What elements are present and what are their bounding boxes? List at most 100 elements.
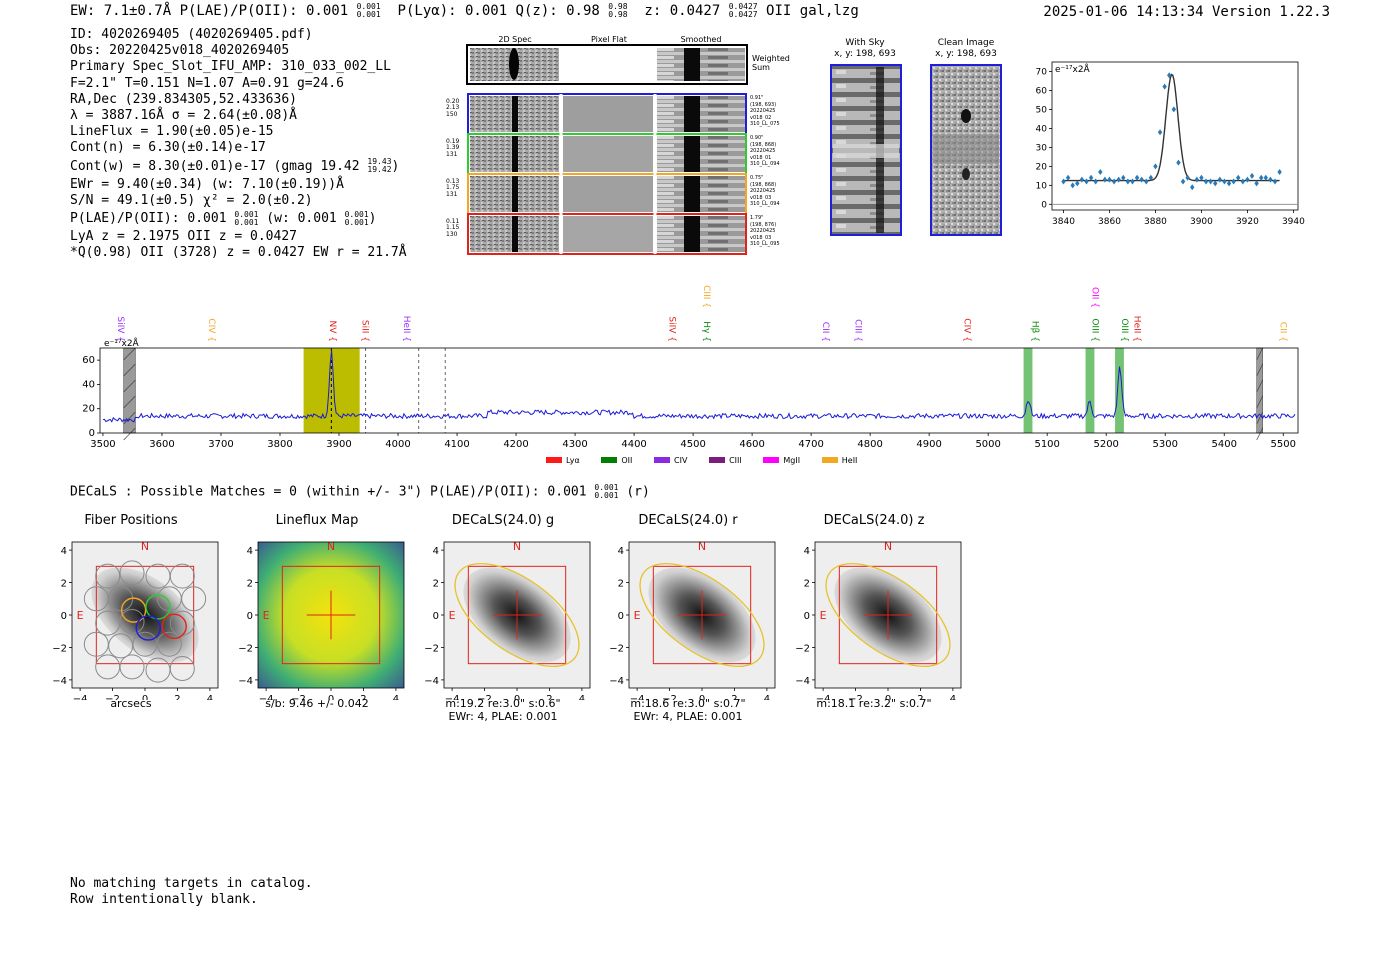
row2-right-values: 0.90" (198, 868) 20220425 v018_01 310_LL_094: [750, 135, 780, 168]
spectrum-hatch-line: [1256, 427, 1263, 441]
zoom-xtick-label: 3840: [1052, 217, 1075, 227]
row3-left-values: 0.13 1.75 131: [446, 178, 460, 198]
info-fiber-stats: F=2.1" T=0.151 N=1.07 A=0.91 g=24.6: [70, 75, 344, 91]
panel-xtick-label: 2: [546, 694, 552, 700]
panel-ytick-label: 2: [61, 579, 67, 590]
summary-z: z: 0.0427: [644, 3, 721, 19]
zoom-xtick-label: 3920: [1236, 217, 1259, 227]
spectrum-xtick-label: 4700: [798, 439, 823, 450]
decals-panel-1: Fiber Positions N E −4 −4 −2 −2 0 0 2 2 4 4 arcsecs: [40, 510, 226, 730]
zoom-data-point: [1111, 178, 1117, 185]
info-block: ID: 4020269405 (4020269405.pdf) Obs: 202…: [70, 27, 407, 261]
zoom-ytick-label: 10: [1036, 181, 1048, 191]
summary-z-frac: 0.0427 0.0427: [728, 2, 758, 19]
aperture-box: [652, 565, 752, 665]
spectrum-xtick-label: 4100: [444, 439, 469, 450]
aperture-box: [95, 565, 195, 665]
spectrum-line-label: CIII {: [852, 319, 862, 342]
panel-ytick-label: 4: [247, 546, 253, 557]
zoom-xtick-label: 3860: [1098, 217, 1121, 227]
fiber-highlight-orange: [120, 597, 147, 623]
north-label: N: [513, 540, 521, 553]
panel-ytick-label: 0: [618, 611, 624, 622]
spectrum-ytick-label: 0: [89, 428, 95, 439]
fiber-circle: [181, 586, 207, 612]
spectrum-line-label: HeII {: [401, 316, 411, 342]
spectrum-xtick-label: 3800: [267, 439, 292, 450]
spectrum-xtick-label: 4600: [739, 439, 764, 450]
panel-ytick-label: −4: [238, 676, 253, 687]
panel-ytick-label: 4: [61, 546, 67, 557]
fiber-circle: [95, 563, 121, 589]
spectrum-hatch-line: [123, 427, 136, 441]
info-lineflux: LineFlux = 1.90(±0.05)e-15: [70, 124, 274, 140]
spectrum-xtick-label: 5000: [975, 439, 1000, 450]
zoom-line-chart: e⁻¹⁷x2Å 0 10 20 30 40 50 60 70 3840 3860 3880 3900 39…: [1036, 61, 1305, 227]
panel-xtick-label: 4: [207, 694, 213, 700]
spectrum-hatch-line: [1256, 379, 1263, 393]
panel-ytick-label: 4: [804, 546, 810, 557]
spectrum-line-label: Hγ {: [701, 321, 711, 342]
zoom-data-point: [1171, 106, 1177, 113]
panel-xtick-label: 0: [699, 694, 705, 700]
zoom-unit-label: e⁻¹⁷x2Å: [1055, 63, 1091, 75]
summary-plya-q: P(Lyα): 0.001 Q(z): 0.98: [397, 3, 600, 19]
zoom-data-point: [1213, 180, 1218, 187]
decals-panel-2: Lineflux Map N E −4 −4 −2 −2 0 0 2 2 4 4 s/b: 9.46 +/…: [226, 510, 412, 730]
info-id: ID: 4020269405 (4020269405.pdf): [70, 27, 313, 42]
panel-ytick-label: 0: [247, 611, 253, 622]
fiber-circle: [119, 608, 145, 634]
panel-xtick-label: −2: [848, 694, 863, 700]
spectrum-line-label: SiIV {: [667, 316, 677, 342]
spectrum-xtick-label: 5300: [1152, 439, 1177, 450]
panel-ytick-label: −2: [609, 643, 624, 654]
row1-left-values: 0.20 2.13 150: [446, 98, 460, 118]
zoom-ytick-label: 40: [1036, 124, 1048, 134]
footer-line-2: Row intentionally blank.: [70, 892, 258, 907]
panel-xtick-label: −4: [73, 694, 88, 700]
zoom-data-point: [1098, 169, 1103, 176]
spectrum-ytick-label: 60: [82, 355, 95, 366]
decals-panel-caption-2: EWr: 4, PLAE: 0.001: [448, 710, 558, 723]
spectrum-line-label: CIV {: [206, 318, 216, 342]
panel-xtick-label: 2: [731, 694, 737, 700]
fiber-circle: [169, 563, 195, 589]
decals-panel-3: DECaLS(24.0) g N E −4 −4 −2 −2 0 0 2 2 4 4 m:19.2 re:…: [412, 510, 598, 730]
weighted-sum-line-blob: [509, 48, 519, 80]
panel-ytick-label: 2: [804, 579, 810, 590]
info-best-solution: *Q(0.98) OII (3728) z = 0.0427 EW r = 21…: [70, 245, 407, 261]
zoom-data-point: [1249, 172, 1255, 179]
with-sky-header: With Sky x, y: 198, 693: [834, 38, 896, 59]
spectrum-plot-bg: [100, 348, 1298, 433]
spectrum-hatch-line: [1256, 347, 1263, 361]
spectrum-line-label: OIII {: [1119, 318, 1129, 342]
decals-panel-caption-2: EWr: 4, PLAE: 0.001: [633, 710, 743, 723]
info-plae: P(LAE)/P(OII): 0.001 0.001 0.001 (w: 0.00…: [70, 209, 377, 227]
spectrum-ytick-label: 20: [82, 404, 95, 415]
decals-panel-caption: s/b: 9.46 +/- 0.042: [265, 697, 369, 710]
summary-ew-plae: EW: 7.1±0.7Å P(LAE)/P(OII): 0.001: [70, 3, 349, 19]
spectrum-hatch-line: [123, 395, 136, 409]
spectrum-hatch-line: [123, 363, 136, 377]
panel-ytick-label: 2: [247, 579, 253, 590]
spectrum-hatch-line: [1256, 411, 1263, 425]
panel-ytick-label: −2: [424, 643, 439, 654]
panel-xtick-label: −4: [630, 694, 645, 700]
north-label: N: [327, 540, 335, 553]
cutout-row-3: [467, 173, 747, 215]
panel-ytick-label: −4: [424, 676, 439, 687]
aperture-box: [281, 565, 381, 665]
row3-right-values: 0.75" (198, 868) 20220425 v018_03 310_LL_094: [750, 175, 780, 208]
panel-ytick-label: −4: [52, 676, 67, 687]
decals-panel-4: DECaLS(24.0) r N E −4 −4 −2 −2 0 0 2 2 4 4 m:18.6 re:…: [597, 510, 783, 730]
panel-xtick-label: 4: [764, 694, 770, 700]
panel-ytick-label: −4: [609, 676, 624, 687]
fiber-circle: [119, 654, 145, 680]
zoom-ytick-label: 30: [1036, 143, 1048, 153]
with-sky-image: [830, 64, 902, 236]
cutout-row-1: [467, 93, 747, 135]
spectrum-xtick-label: 4500: [680, 439, 705, 450]
panel-xtick-label: 4: [579, 694, 585, 700]
info-lya-oii-z: LyA z = 2.1975 OII z = 0.0427: [70, 229, 297, 245]
zoom-ytick-label: 20: [1036, 162, 1048, 172]
